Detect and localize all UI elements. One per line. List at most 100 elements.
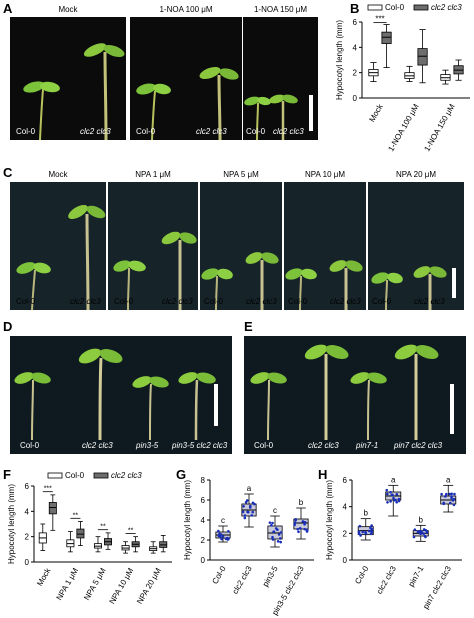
caption-pin3-5-clc2clc3: pin3-5 clc2 clc3 — [172, 441, 228, 450]
seedling-image — [285, 260, 363, 310]
panel-c-photo-npa1: Col-0 clc2 clc3 — [108, 182, 198, 310]
data-point — [296, 527, 300, 531]
panel-letter-a: A — [3, 1, 13, 16]
data-point — [276, 528, 279, 531]
y-tick-label: 2 — [25, 533, 30, 542]
caption-col0: Col-0 — [16, 297, 36, 306]
data-point — [359, 534, 362, 537]
y-axis-label: Hypocotyl length (mm) — [335, 20, 344, 100]
data-point — [369, 526, 372, 530]
y-tick-label: 0 — [25, 558, 30, 567]
seedling-image — [244, 94, 298, 140]
significance-letter: a — [446, 475, 451, 484]
x-category-label: 1-NOA 100 μM — [386, 102, 420, 153]
panel-a-condition-mock: Mock — [58, 5, 78, 14]
data-point — [276, 540, 280, 543]
data-point — [272, 530, 276, 534]
data-point — [294, 518, 297, 522]
y-tick-label: 4 — [343, 503, 348, 512]
y-tick-label: 2 — [343, 529, 348, 538]
data-point — [271, 538, 275, 541]
x-category-label: pin7-1 — [407, 564, 426, 588]
data-point — [357, 530, 361, 533]
panel-letter-g: G — [176, 467, 187, 482]
data-point — [451, 499, 455, 502]
x-category-label: Mock — [367, 102, 385, 124]
x-category-label: NPA 1 μM — [55, 566, 81, 602]
x-category-label: 1-NOA 150 μM — [422, 102, 456, 153]
data-point — [394, 498, 397, 502]
data-point — [358, 524, 362, 528]
panel-letter-h: H — [318, 467, 328, 482]
significance-letter: a — [391, 475, 396, 484]
data-point — [226, 536, 229, 540]
panel-c-condition-npa20: NPA 20 μM — [395, 170, 437, 179]
data-point — [444, 495, 447, 498]
panel-a-photo-noa100: Col-0 clc2 clc3 — [130, 17, 242, 140]
data-point — [246, 510, 249, 514]
data-point — [251, 510, 255, 514]
data-point — [450, 495, 453, 498]
caption-clc2clc3: clc2 clc3 — [414, 297, 445, 306]
y-tick-label: 6 — [25, 482, 30, 491]
data-point — [305, 528, 309, 532]
x-category-label: NPA 20 μM — [135, 566, 163, 605]
caption-col0: Col-0 — [16, 127, 36, 136]
caption-col0: Col-0 — [246, 127, 266, 136]
data-point — [303, 520, 307, 524]
y-tick-label: 4 — [25, 507, 30, 516]
data-point — [243, 516, 247, 520]
data-point — [242, 504, 245, 508]
data-point — [271, 521, 274, 525]
legend-swatch-col0 — [47, 472, 63, 479]
scale-bar — [452, 268, 456, 298]
data-point — [250, 514, 254, 517]
data-point — [452, 503, 456, 507]
significance-letter: a — [247, 484, 252, 493]
data-point — [301, 520, 305, 523]
data-point — [279, 540, 282, 544]
data-point — [370, 524, 373, 527]
data-point — [422, 532, 425, 535]
data-point — [395, 493, 399, 496]
data-point — [251, 501, 255, 505]
data-point — [448, 492, 452, 496]
data-point — [397, 499, 401, 503]
chart-g: 0 2 4 6 8 Hypocotyl length (mm) c Col-0 a clc2 cl… — [183, 476, 314, 617]
significance-letter: b — [364, 509, 369, 518]
significance-label: *** — [44, 486, 52, 493]
panel-letter-e: E — [244, 319, 253, 334]
box-clc2clc3 — [48, 502, 57, 515]
panel-letter-f: F — [3, 467, 11, 482]
seedling-image — [371, 266, 447, 310]
data-point — [453, 492, 456, 496]
legend-label-col0: Col-0 — [65, 471, 85, 480]
x-category-label: Col-0 — [353, 564, 371, 586]
scale-bar — [450, 384, 454, 434]
y-tick-label: 0 — [343, 556, 348, 565]
x-category-label: Col-0 — [210, 564, 228, 586]
significance-letter: b — [299, 498, 304, 507]
data-point — [278, 537, 282, 540]
x-category-label: clc2 clc3 — [375, 564, 398, 596]
caption-col0: Col-0 — [254, 441, 274, 450]
x-category-label: pin3-5 — [261, 564, 280, 588]
data-point — [424, 528, 428, 532]
data-point — [418, 529, 421, 533]
scale-bar — [214, 384, 218, 426]
panel-a-photo-noa150: Col-0 clc2 clc3 — [243, 17, 318, 140]
data-point — [386, 501, 389, 504]
data-point — [364, 530, 367, 534]
y-axis-label: Hypocotyl length (mm) — [325, 480, 334, 560]
legend-swatch-col0 — [367, 4, 383, 11]
data-point — [424, 535, 427, 539]
x-category-label: Mock — [35, 566, 53, 588]
y-tick-label: 6 — [353, 18, 358, 27]
data-point — [220, 537, 223, 541]
caption-col0: Col-0 — [20, 441, 40, 450]
panel-c-condition-mock: Mock — [48, 170, 68, 179]
caption-clc2clc3: clc2 clc3 — [308, 441, 339, 450]
seedling-image — [14, 348, 216, 441]
data-point — [293, 521, 297, 525]
